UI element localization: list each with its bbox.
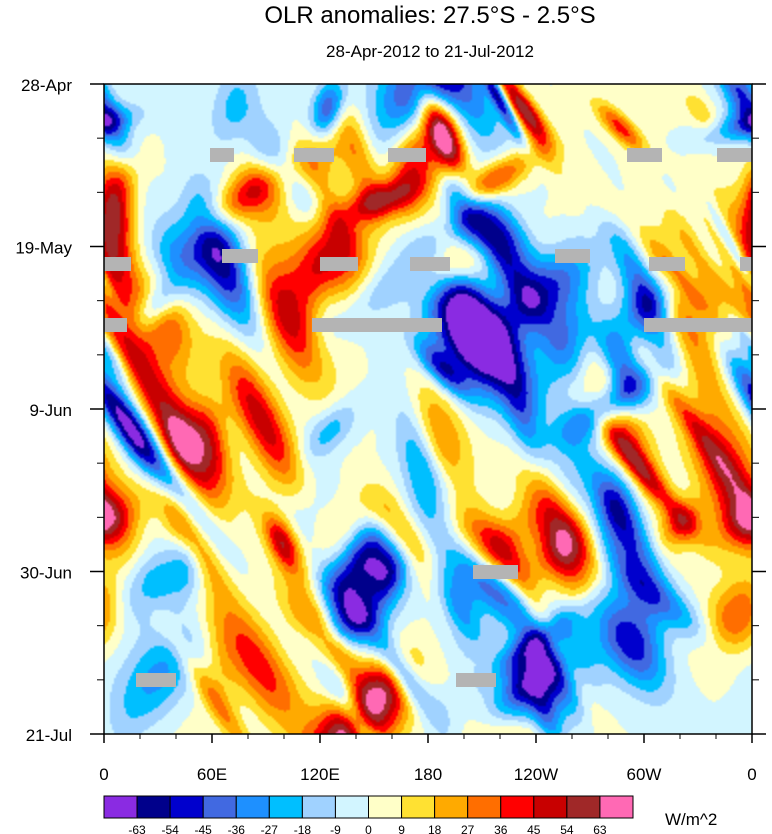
y-tick-label: 19-May	[15, 239, 72, 258]
missing-data-bar	[104, 318, 127, 332]
colorbar-swatch	[334, 795, 369, 819]
x-tick-label: 120E	[300, 765, 340, 784]
missing-data-bar	[294, 148, 334, 162]
colorbar-swatch	[103, 795, 138, 819]
colorbar-level-label: -9	[330, 823, 341, 834]
axes: 0 60E 120E 180 120W 60W 0 28-Apr 19-May 9-Jun 30-J…	[15, 76, 766, 784]
missing-data-bar	[649, 257, 685, 271]
missing-data-bar	[456, 673, 496, 687]
x-tick-label: 180	[414, 765, 442, 784]
colorbar-swatch	[533, 795, 568, 819]
colorbar-level-label: -54	[161, 823, 179, 834]
x-tick-label: 0	[747, 765, 756, 784]
colorbar-level-label: 18	[428, 823, 442, 834]
colorbar-swatch	[169, 795, 204, 819]
missing-data-bar	[320, 257, 358, 271]
colorbar-level-label: 63	[593, 823, 607, 834]
y-tick-label: 28-Apr	[21, 76, 72, 95]
colorbar-level-label: -45	[195, 823, 213, 834]
missing-data-bar	[473, 565, 518, 579]
colorbar-swatch	[566, 795, 601, 819]
colorbar-level-label: -63	[128, 823, 146, 834]
colorbar-swatch	[467, 795, 502, 819]
x-tick-label: 0	[99, 765, 108, 784]
colorbar-swatch	[202, 795, 237, 819]
missing-data-bar	[222, 249, 258, 263]
colorbar-swatch	[301, 795, 336, 819]
x-tick-label: 60E	[197, 765, 227, 784]
colorbar-units-label: W/m^2	[665, 810, 717, 829]
colorbar: -63 -54 -45 -36 -27 -18 -9 0 9 18 27 36 45 54 63	[103, 795, 634, 834]
colorbar-swatch	[401, 795, 436, 819]
colorbar-level-label: 54	[560, 823, 574, 834]
chart-subtitle: 28-Apr-2012 to 21-Jul-2012	[326, 42, 534, 61]
colorbar-level-label: -27	[261, 823, 279, 834]
missing-data-bar	[210, 148, 234, 162]
colorbar-swatch	[235, 795, 270, 819]
colorbar-level-label: 0	[365, 823, 372, 834]
colorbar-level-label: 36	[494, 823, 508, 834]
colorbar-swatch	[136, 795, 171, 819]
missing-data-bar	[410, 257, 450, 271]
missing-data-bar	[388, 148, 426, 162]
missing-data-bar	[136, 673, 176, 687]
missing-data-bar	[555, 249, 590, 263]
colorbar-swatch	[368, 795, 403, 819]
x-tick-label: 60W	[627, 765, 662, 784]
missing-data-bar	[740, 257, 752, 271]
colorbar-swatch	[434, 795, 469, 819]
colorbar-level-label: 27	[461, 823, 475, 834]
colorbar-level-label: 45	[527, 823, 541, 834]
colorbar-level-label: -18	[294, 823, 312, 834]
plot-area	[104, 84, 752, 734]
colorbar-level-label: 9	[398, 823, 405, 834]
olr-anomaly-field	[104, 84, 752, 734]
colorbar-swatch	[500, 795, 535, 819]
missing-data-bar	[627, 148, 662, 162]
colorbar-swatch	[268, 795, 303, 819]
missing-data-bar	[312, 318, 442, 332]
colorbar-level-label: -36	[228, 823, 246, 834]
y-tick-label: 21-Jul	[26, 726, 72, 745]
missing-data-bar	[717, 148, 752, 162]
colorbar-swatch	[599, 795, 634, 819]
chart-title: OLR anomalies: 27.5°S - 2.5°S	[264, 2, 595, 29]
x-tick-label: 120W	[514, 765, 558, 784]
missing-data-bar	[644, 318, 752, 332]
y-tick-label: 30-Jun	[20, 564, 72, 583]
y-tick-label: 9-Jun	[29, 401, 72, 420]
missing-data-bar	[104, 257, 131, 271]
